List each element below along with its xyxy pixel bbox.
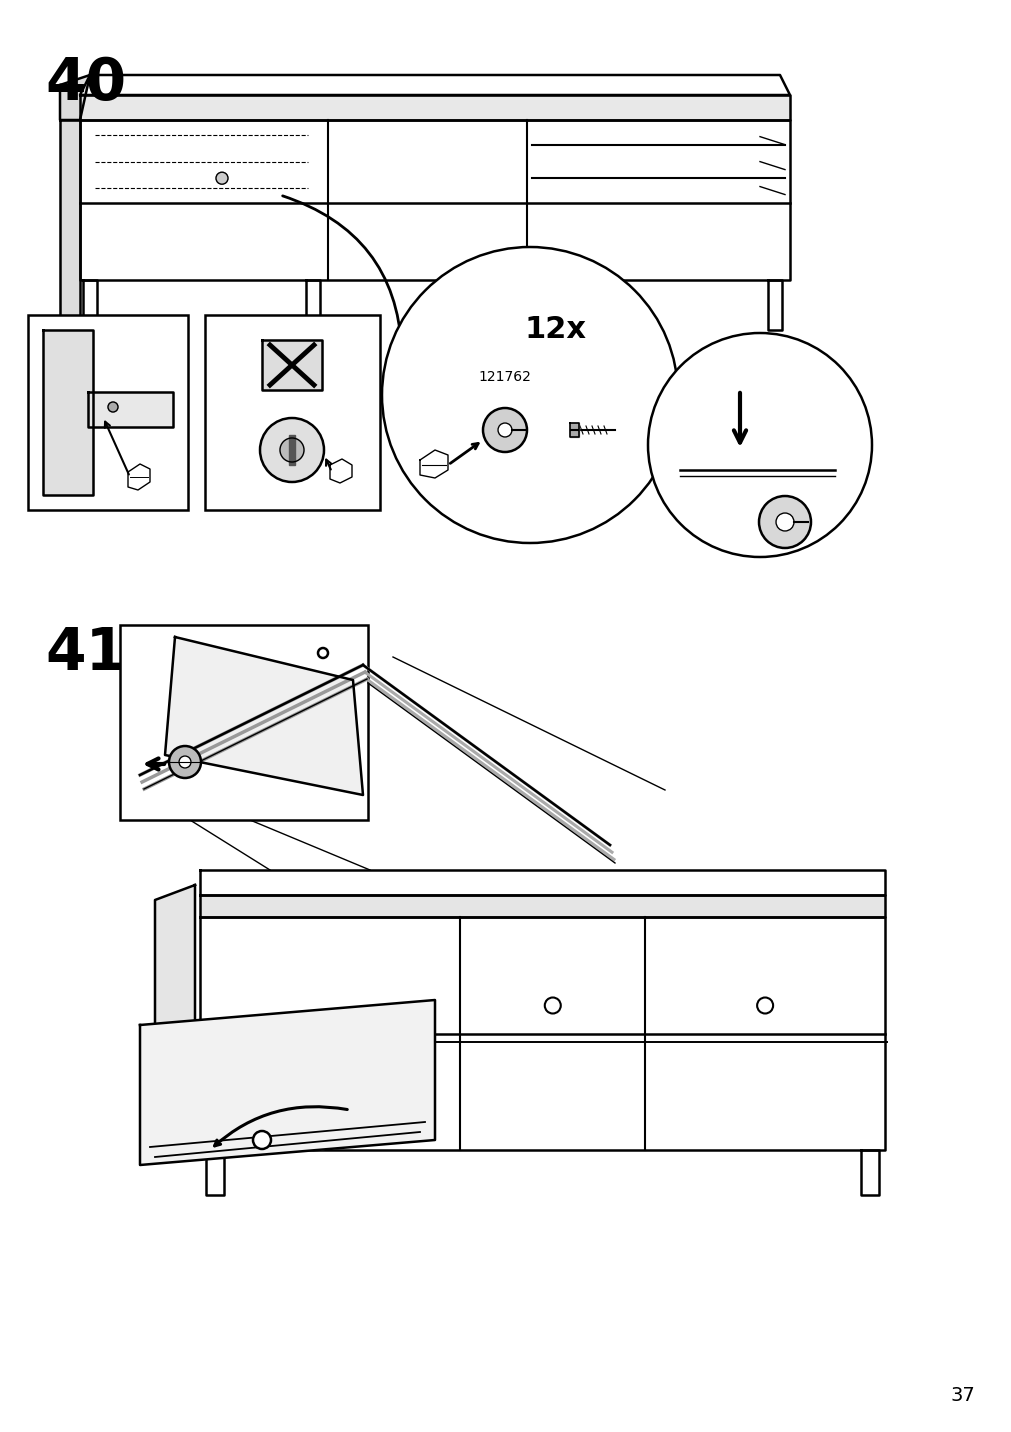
Bar	[120, 624, 368, 821]
Circle shape	[497, 422, 512, 437]
Polygon shape	[420, 450, 448, 478]
Polygon shape	[127, 464, 150, 490]
Circle shape	[260, 418, 324, 483]
Polygon shape	[200, 871, 885, 895]
Circle shape	[381, 246, 677, 543]
Polygon shape	[140, 1000, 435, 1166]
Polygon shape	[569, 422, 578, 437]
Circle shape	[179, 756, 191, 768]
Polygon shape	[330, 460, 352, 483]
Polygon shape	[88, 392, 173, 427]
Text: 121762: 121762	[478, 369, 531, 384]
Polygon shape	[289, 435, 295, 465]
Bar	[205, 315, 379, 510]
Text: 40: 40	[44, 54, 126, 112]
Polygon shape	[200, 895, 885, 916]
Text: 41: 41	[44, 624, 126, 682]
Circle shape	[544, 998, 560, 1014]
Polygon shape	[83, 281, 97, 329]
Polygon shape	[206, 1150, 223, 1194]
Circle shape	[280, 438, 303, 463]
Polygon shape	[80, 95, 790, 120]
Polygon shape	[306, 281, 320, 329]
Polygon shape	[155, 885, 195, 1150]
Circle shape	[169, 746, 201, 778]
Circle shape	[775, 513, 794, 531]
Bar	[28, 315, 188, 510]
Polygon shape	[200, 916, 885, 1150]
Text: 37: 37	[949, 1386, 974, 1405]
Text: 12x: 12x	[525, 315, 586, 344]
Circle shape	[317, 649, 328, 657]
Circle shape	[215, 172, 227, 185]
Polygon shape	[80, 120, 790, 281]
Circle shape	[482, 408, 527, 453]
Polygon shape	[60, 74, 90, 120]
Circle shape	[756, 998, 772, 1014]
Circle shape	[108, 402, 118, 412]
Polygon shape	[165, 637, 363, 795]
Polygon shape	[504, 281, 519, 329]
Polygon shape	[767, 281, 782, 329]
Circle shape	[647, 334, 871, 557]
Polygon shape	[80, 74, 790, 95]
Polygon shape	[60, 120, 80, 329]
Polygon shape	[860, 1150, 879, 1194]
Circle shape	[253, 1131, 271, 1148]
Polygon shape	[262, 339, 321, 390]
Polygon shape	[42, 329, 93, 495]
Circle shape	[758, 495, 810, 548]
